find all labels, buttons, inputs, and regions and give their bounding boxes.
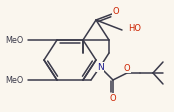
Text: O: O — [124, 64, 130, 72]
Text: O: O — [110, 94, 116, 102]
Text: N: N — [97, 62, 103, 71]
Text: MeO: MeO — [6, 36, 24, 44]
Text: O: O — [113, 6, 119, 15]
Text: HO: HO — [128, 24, 141, 32]
Text: MeO: MeO — [6, 75, 24, 84]
